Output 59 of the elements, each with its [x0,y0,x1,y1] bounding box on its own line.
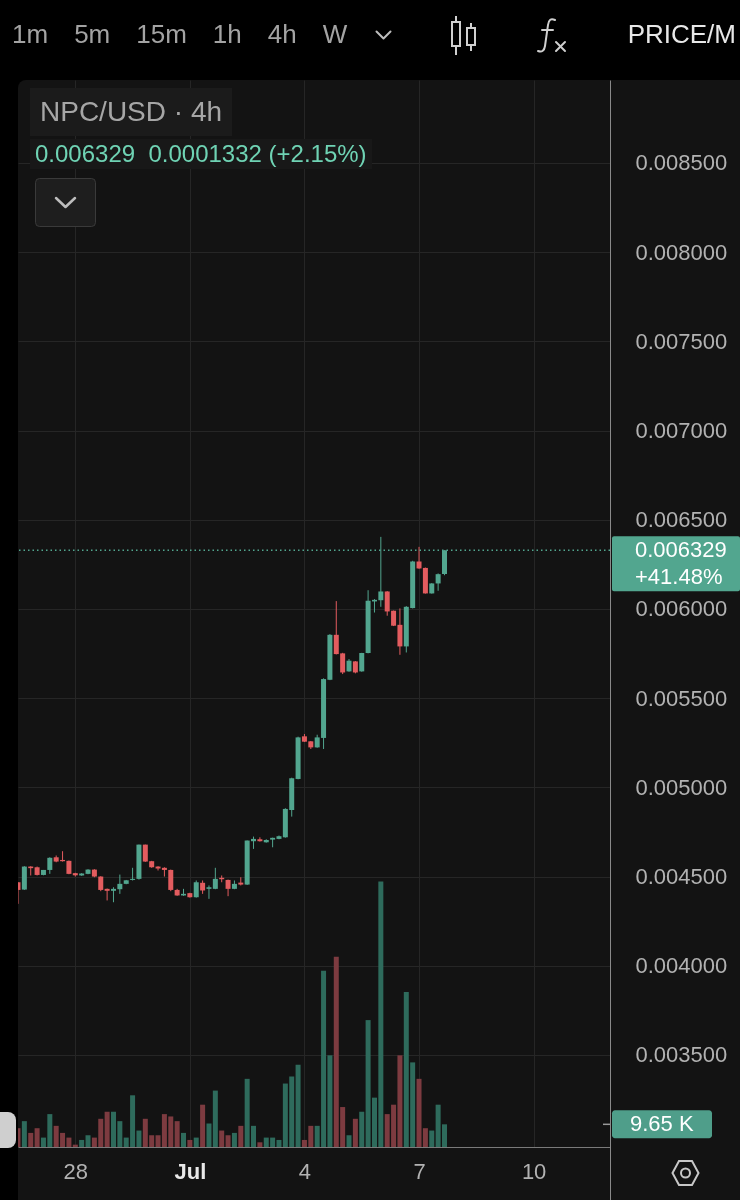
y-tick-label: 0.003500 [635,1042,728,1068]
bar [34,1128,40,1147]
bar [225,1135,231,1147]
y-tick-label: 0.007500 [635,328,728,354]
bar [352,1118,358,1147]
y-tick-label: 0.005000 [635,774,728,800]
bar [187,1139,193,1147]
bar [359,1111,365,1147]
bar [174,1121,180,1147]
text: NPC/USD · 4h [30,88,233,136]
text: 1m [12,18,49,50]
candlestick [206,884,212,900]
bar [219,1130,225,1147]
text: 0.006329 0.0001332 (+2.15%) [30,139,372,169]
bar [231,1132,237,1147]
x-tick-label: 28 [63,1158,89,1184]
bar [200,1104,206,1147]
bar [193,1137,199,1147]
bar [295,1064,301,1147]
x-tick-label: 4 [298,1158,312,1184]
bar [238,1125,244,1147]
bar [181,1132,187,1147]
y-tick-label: 0.004500 [635,864,728,890]
text: 15m [136,18,187,50]
candlestick [21,865,27,891]
bar [79,1139,85,1147]
bar [104,1111,110,1147]
y2-tick-label: 9.65 K [630,1111,694,1137]
bar [346,1135,352,1147]
text: 4h [267,18,297,50]
bar [21,1121,27,1147]
ref-line-label: 0.006329 [635,537,727,563]
x-tick-label: Jul [174,1158,207,1184]
candlestick [384,590,390,617]
candlestick [416,546,422,570]
bar [85,1135,91,1147]
text: PRICE/M [627,18,736,50]
y-tick-label: 0.008000 [635,239,728,265]
bar [28,1132,34,1147]
bar [257,1142,263,1147]
candlestick [435,572,441,592]
bar [206,1123,212,1147]
text: +41.48% [635,564,723,590]
y-tick-label: 0.006500 [635,507,728,533]
x-tick-label: 7 [413,1158,426,1184]
bar [212,1090,218,1147]
y-tick-label: 0.006000 [635,596,728,622]
x-tick-label: 10 [521,1158,547,1184]
text: 1h [212,18,242,50]
y-tick-label: 0.005500 [635,685,728,711]
text: W [322,18,348,50]
bar [429,1130,435,1147]
candlestick [104,888,110,901]
candlestick [117,874,123,895]
candlestick [257,836,263,843]
text: 5m [74,18,111,50]
y-tick-label: 0.004000 [635,953,728,979]
y-tick-label: 0.007000 [635,418,728,444]
y-tick-label: 0.008500 [635,150,728,176]
